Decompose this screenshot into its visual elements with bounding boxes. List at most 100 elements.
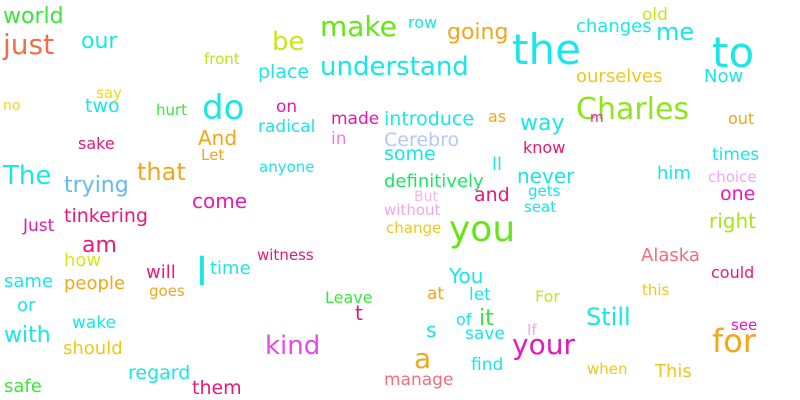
word: this: [642, 281, 670, 299]
word: for: [712, 322, 756, 360]
word: going: [447, 20, 509, 45]
word: If: [527, 321, 537, 339]
word: no: [3, 98, 21, 114]
word: to: [712, 28, 755, 77]
word: that: [137, 158, 186, 186]
word: introduce: [384, 108, 475, 130]
word: the: [512, 25, 581, 74]
word: Now: [704, 66, 744, 87]
word: For: [535, 287, 560, 306]
word: him: [657, 163, 691, 184]
word: But: [414, 189, 438, 205]
word: regard: [128, 362, 191, 384]
word: and: [474, 184, 510, 206]
word: change: [386, 219, 442, 237]
word: or: [17, 295, 36, 316]
word: s: [426, 318, 437, 342]
word: changes: [576, 16, 652, 37]
word: wake: [72, 313, 117, 333]
word: place: [258, 61, 310, 83]
word: some: [384, 143, 436, 165]
word: I: [196, 249, 208, 295]
word: ll: [492, 154, 503, 175]
word: Cerebro: [384, 129, 460, 151]
word: one: [720, 183, 756, 205]
word: two: [85, 95, 120, 117]
word: trying: [64, 173, 129, 198]
word: make: [320, 10, 397, 43]
word: radical: [258, 117, 316, 137]
word: old: [642, 5, 668, 25]
word: it: [479, 306, 494, 331]
word: people: [64, 273, 126, 294]
word: row: [408, 13, 438, 32]
word: our: [81, 29, 118, 54]
word: find: [471, 355, 504, 375]
word: world: [3, 4, 64, 29]
word: Charles: [576, 92, 690, 127]
word: your: [512, 328, 575, 361]
word: Just: [23, 216, 55, 236]
word: front: [204, 50, 240, 68]
word: And: [198, 126, 238, 150]
word: definitively: [384, 171, 484, 192]
word: made: [331, 109, 380, 129]
word: times: [712, 145, 760, 165]
word: do: [202, 88, 245, 128]
word: Let: [201, 146, 225, 164]
word: you: [449, 209, 516, 250]
word: be: [272, 27, 305, 57]
word: kind: [265, 331, 321, 361]
word: You: [449, 264, 484, 288]
word: out: [728, 109, 755, 128]
word: same: [4, 271, 54, 292]
word: safe: [4, 376, 42, 397]
word: could: [711, 263, 755, 282]
word: how: [64, 250, 102, 271]
word: Alaska: [641, 245, 700, 266]
word: choice: [708, 168, 757, 186]
word: The: [3, 161, 52, 191]
word: sake: [78, 134, 115, 153]
word: me: [656, 18, 695, 46]
word: know: [523, 138, 566, 157]
word: without: [384, 201, 441, 219]
word: when: [587, 360, 628, 378]
word: way: [520, 111, 565, 136]
word: say: [96, 84, 122, 102]
word: gets: [528, 182, 561, 200]
word: in: [331, 129, 347, 149]
word: Still: [586, 303, 631, 331]
word: ourselves: [576, 66, 663, 87]
word: This: [655, 361, 692, 382]
word: on: [276, 97, 298, 117]
word: save: [465, 324, 505, 344]
word: anyone: [259, 158, 315, 176]
word: never: [517, 164, 575, 188]
word: tinkering: [64, 205, 148, 227]
word: at: [427, 284, 445, 304]
word: seat: [524, 198, 557, 216]
word: time: [210, 258, 251, 279]
word: am: [82, 233, 117, 258]
word: should: [63, 338, 123, 359]
word: goes: [149, 282, 185, 300]
word: them: [192, 377, 242, 399]
word: understand: [320, 52, 469, 82]
word: manage: [384, 370, 454, 390]
word: see: [731, 316, 758, 334]
word: let: [469, 285, 491, 305]
word: come: [192, 189, 248, 213]
word: with: [4, 323, 51, 348]
word: witness: [257, 246, 314, 264]
word: hurt: [156, 101, 188, 119]
word: a: [414, 342, 432, 375]
word: just: [3, 28, 55, 61]
word: right: [709, 209, 756, 233]
word: of: [456, 310, 472, 329]
word: t: [355, 301, 363, 325]
word: Leave: [325, 288, 373, 307]
word: m: [590, 110, 604, 126]
word: as: [488, 107, 507, 126]
